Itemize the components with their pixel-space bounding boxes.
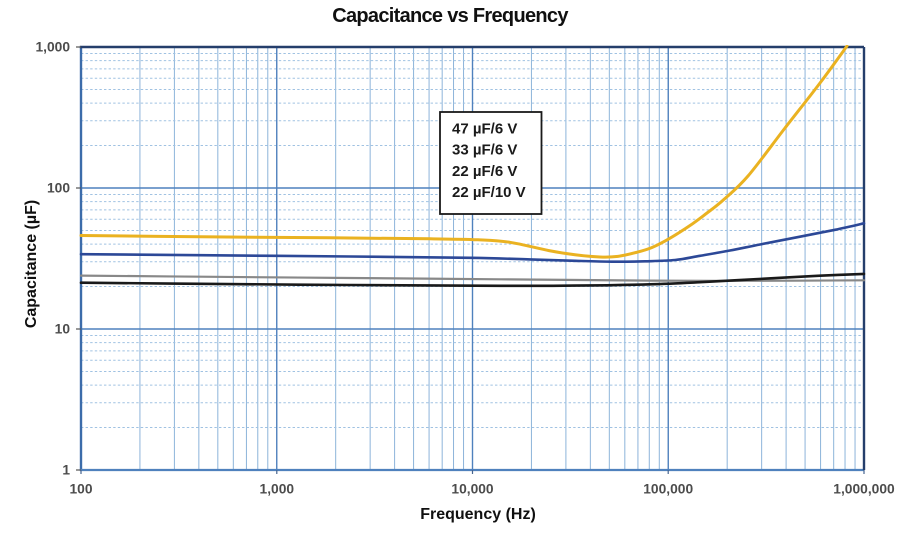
svg-text:22 µF/10 V: 22 µF/10 V: [452, 184, 526, 201]
svg-text:33 µF/6 V: 33 µF/6 V: [452, 142, 517, 159]
svg-text:10,000: 10,000: [451, 482, 494, 497]
svg-text:100: 100: [69, 482, 92, 497]
svg-text:10: 10: [55, 322, 71, 337]
svg-text:100: 100: [47, 181, 70, 196]
svg-text:47 µF/6 V: 47 µF/6 V: [452, 121, 517, 138]
svg-text:100,000: 100,000: [643, 482, 693, 497]
svg-text:22 µF/6 V: 22 µF/6 V: [452, 163, 517, 180]
svg-text:1,000: 1,000: [260, 482, 295, 497]
svg-text:Capacitance vs Frequency: Capacitance vs Frequency: [332, 5, 569, 27]
svg-text:1: 1: [62, 463, 70, 478]
svg-text:Frequency (Hz): Frequency (Hz): [420, 506, 536, 523]
svg-text:1,000: 1,000: [35, 40, 70, 55]
svg-text:Capacitance (µF): Capacitance (µF): [23, 200, 40, 328]
svg-text:1,000,000: 1,000,000: [833, 482, 895, 497]
